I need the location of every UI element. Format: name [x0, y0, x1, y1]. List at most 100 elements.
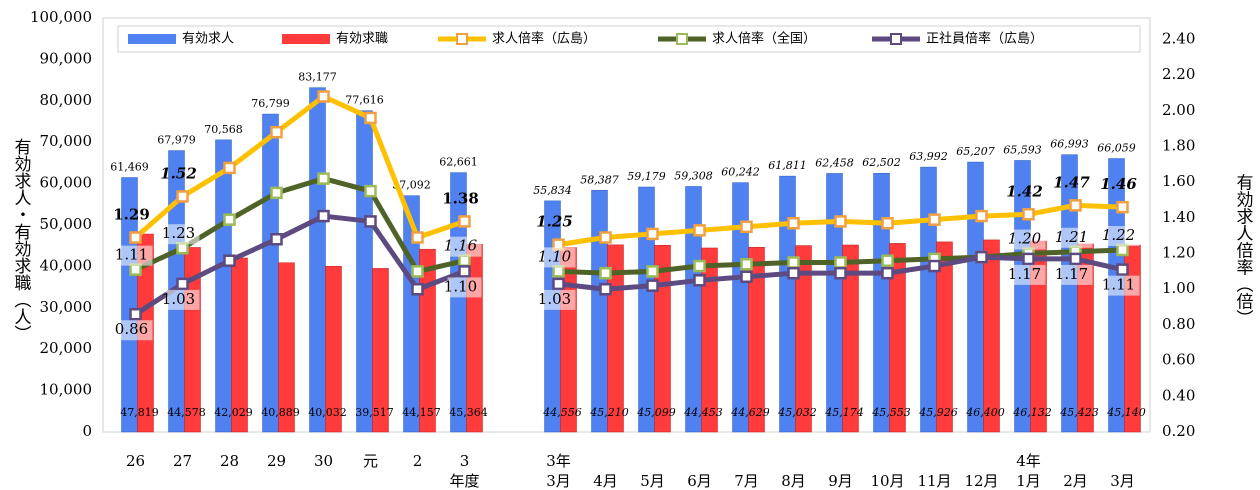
- bar: [701, 247, 718, 433]
- data-label: 62,661: [439, 156, 478, 169]
- x-tick-label: 8月: [781, 472, 806, 490]
- marker: [787, 266, 800, 280]
- x-tick-label: 7月: [734, 472, 759, 490]
- data-label: 57,092: [392, 179, 431, 192]
- marker: [834, 215, 847, 228]
- marker: [317, 172, 330, 185]
- y-tick-label: 20,000: [40, 339, 93, 357]
- marker: [646, 227, 659, 241]
- data-label: 60,242: [721, 166, 760, 179]
- x-tick-label: 1月: [1016, 472, 1041, 490]
- bar: [873, 172, 890, 433]
- marker: [129, 231, 142, 244]
- data-label: 55,834: [533, 184, 572, 197]
- data-label: 67,979: [157, 134, 196, 147]
- marker: [1116, 200, 1129, 214]
- y-tick-label: 60,000: [40, 174, 93, 192]
- x-tick-label: 3: [460, 452, 470, 470]
- marker: [223, 254, 236, 267]
- data-label: 39,517: [355, 406, 394, 419]
- bar: [1061, 154, 1078, 433]
- label-box: [118, 320, 153, 341]
- data-label: 45,926: [918, 406, 958, 419]
- data-label: 62,502: [862, 156, 901, 169]
- legend-marker: [676, 33, 688, 45]
- marker: [928, 259, 941, 273]
- y2-tick-label: 1.00: [1162, 279, 1195, 297]
- marker: [1022, 252, 1035, 266]
- data-label: 46,400: [965, 406, 1005, 419]
- marker: [1116, 243, 1129, 257]
- data-label: 45,140: [1106, 406, 1146, 419]
- bar: [1014, 160, 1031, 433]
- label-box: [1058, 227, 1093, 248]
- label-box: [1105, 225, 1140, 246]
- marker: [693, 274, 706, 287]
- bar: [356, 110, 373, 433]
- marker: [740, 270, 753, 283]
- bar: [795, 245, 812, 433]
- data-label: 61,811: [768, 159, 807, 172]
- data-label: 44,556: [542, 406, 582, 419]
- line: [134, 213, 466, 317]
- y-tick-label: 80,000: [40, 91, 93, 109]
- marker: [1022, 208, 1035, 221]
- marker: [928, 213, 941, 226]
- marker: [740, 258, 753, 271]
- data-label: 45,423: [1059, 406, 1099, 419]
- legend-marker: [456, 33, 468, 45]
- data-label: 42,029: [214, 406, 253, 419]
- data-label: 45,210: [589, 406, 629, 419]
- data-label: 1.11: [115, 246, 148, 264]
- data-label: 1.21: [1055, 228, 1088, 246]
- x-tick-label: 6月: [687, 472, 712, 490]
- bar: [967, 161, 984, 433]
- data-label: 1.20: [1008, 230, 1042, 248]
- marker: [881, 216, 894, 230]
- marker: [317, 209, 330, 223]
- bar: [936, 241, 953, 433]
- legend-marker: [890, 33, 902, 45]
- marker: [270, 186, 283, 200]
- x-tick-label: 26: [126, 452, 145, 470]
- bar: [309, 87, 326, 433]
- marker: [599, 266, 612, 280]
- y-axis-title: 有効求人・有効求職（人）: [11, 138, 32, 342]
- data-label: 1.10: [538, 247, 572, 265]
- label-box: [1011, 229, 1046, 250]
- data-label: 40,032: [308, 406, 347, 419]
- marker: [599, 282, 612, 296]
- bar: [748, 246, 765, 433]
- x-tick-label: 11月: [917, 472, 951, 490]
- marker: [223, 161, 236, 175]
- data-label: 45,553: [871, 406, 911, 419]
- y-tick-label: 100,000: [30, 8, 92, 26]
- data-label: 1.10: [444, 277, 477, 295]
- x-sublabel: 3年: [546, 452, 571, 470]
- bar: [591, 190, 608, 433]
- y-tick-label: 10,000: [40, 381, 93, 399]
- marker: [411, 265, 424, 278]
- x-tick-label: 3月: [1110, 472, 1135, 490]
- marker: [834, 266, 847, 280]
- y-tick-label: 70,000: [40, 132, 93, 150]
- data-label: 77,616: [345, 94, 384, 107]
- marker: [364, 184, 377, 198]
- data-label: 66,993: [1050, 138, 1089, 151]
- legend-swatch: [128, 34, 176, 44]
- marker: [881, 266, 894, 280]
- marker: [552, 265, 565, 278]
- data-label: 1.47: [1053, 173, 1090, 191]
- data-label: 45,099: [636, 406, 676, 419]
- marker: [411, 231, 424, 244]
- marker: [364, 215, 377, 228]
- y-tick-label: 0: [82, 422, 92, 440]
- data-label: 45,032: [777, 406, 817, 419]
- marker: [834, 256, 847, 269]
- bar: [638, 186, 655, 433]
- data-label: 59,179: [627, 170, 666, 183]
- data-label: 66,059: [1097, 142, 1136, 155]
- bar: [685, 186, 702, 433]
- bar: [779, 175, 796, 433]
- data-label: 1.25: [536, 213, 573, 231]
